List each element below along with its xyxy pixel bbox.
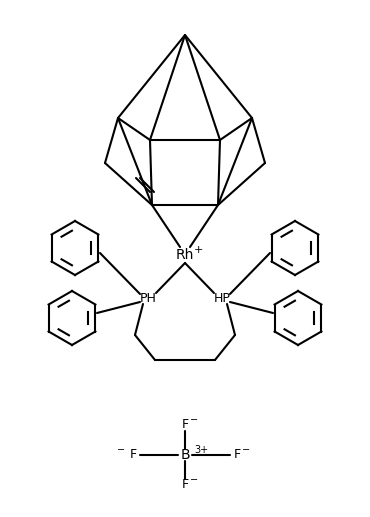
Text: PH: PH xyxy=(139,292,157,305)
Text: −: − xyxy=(117,445,125,455)
Text: +: + xyxy=(193,245,203,255)
Text: −: − xyxy=(190,415,198,425)
Text: F: F xyxy=(181,479,189,492)
Text: Rh: Rh xyxy=(176,248,194,262)
Text: HP: HP xyxy=(213,292,231,305)
Text: 3+: 3+ xyxy=(194,445,208,455)
Text: F: F xyxy=(233,449,240,462)
Text: −: − xyxy=(242,445,250,455)
Text: −: − xyxy=(190,475,198,485)
Text: F: F xyxy=(130,449,137,462)
Text: F: F xyxy=(181,418,189,432)
Text: B: B xyxy=(180,448,190,462)
